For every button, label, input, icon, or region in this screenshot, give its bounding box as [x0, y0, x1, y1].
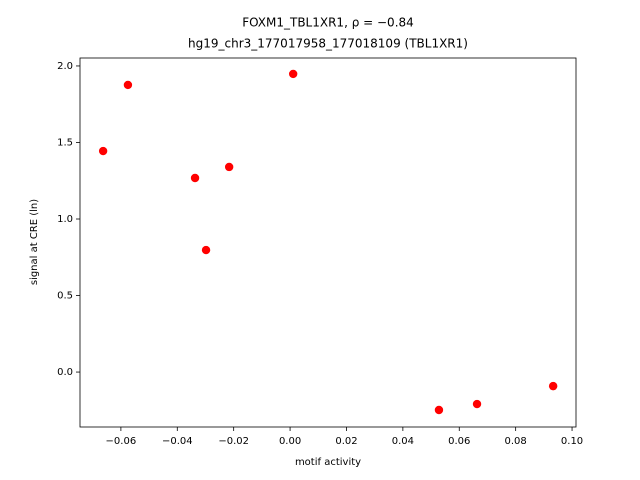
point	[201, 245, 211, 255]
y-tick-label: 1.0	[57, 214, 73, 225]
x-tick-label: 0.02	[335, 436, 357, 447]
point	[123, 80, 133, 90]
x-tick-label: 0.10	[561, 436, 583, 447]
point	[548, 381, 558, 391]
y-axis-label: signal at CRE (ln)	[29, 199, 40, 285]
x-tick-label: 0.06	[448, 436, 470, 447]
x-axis-label: motif activity	[295, 457, 361, 468]
point	[288, 69, 298, 79]
point	[434, 405, 444, 415]
x-tick-label: 0.08	[505, 436, 527, 447]
y-tick-label: 2.0	[57, 61, 73, 72]
x-tick-label: −0.02	[218, 436, 249, 447]
y-tick-label: 1.5	[57, 137, 73, 148]
point	[190, 173, 200, 183]
point	[224, 162, 234, 172]
y-tick-label: 0.5	[57, 291, 73, 302]
point	[98, 146, 108, 156]
point	[472, 399, 482, 409]
x-tick-label: 0.00	[279, 436, 301, 447]
chart-title: FOXM1_TBL1XR1, ρ = −0.84	[242, 16, 414, 30]
plot-frame	[79, 57, 577, 428]
x-tick-label: −0.06	[106, 436, 137, 447]
y-tick-label: 0.0	[57, 367, 73, 378]
chart-subtitle: hg19_chr3_177017958_177018109 (TBL1XR1)	[188, 37, 468, 51]
x-tick-label: 0.04	[392, 436, 414, 447]
x-tick-label: −0.04	[162, 436, 193, 447]
